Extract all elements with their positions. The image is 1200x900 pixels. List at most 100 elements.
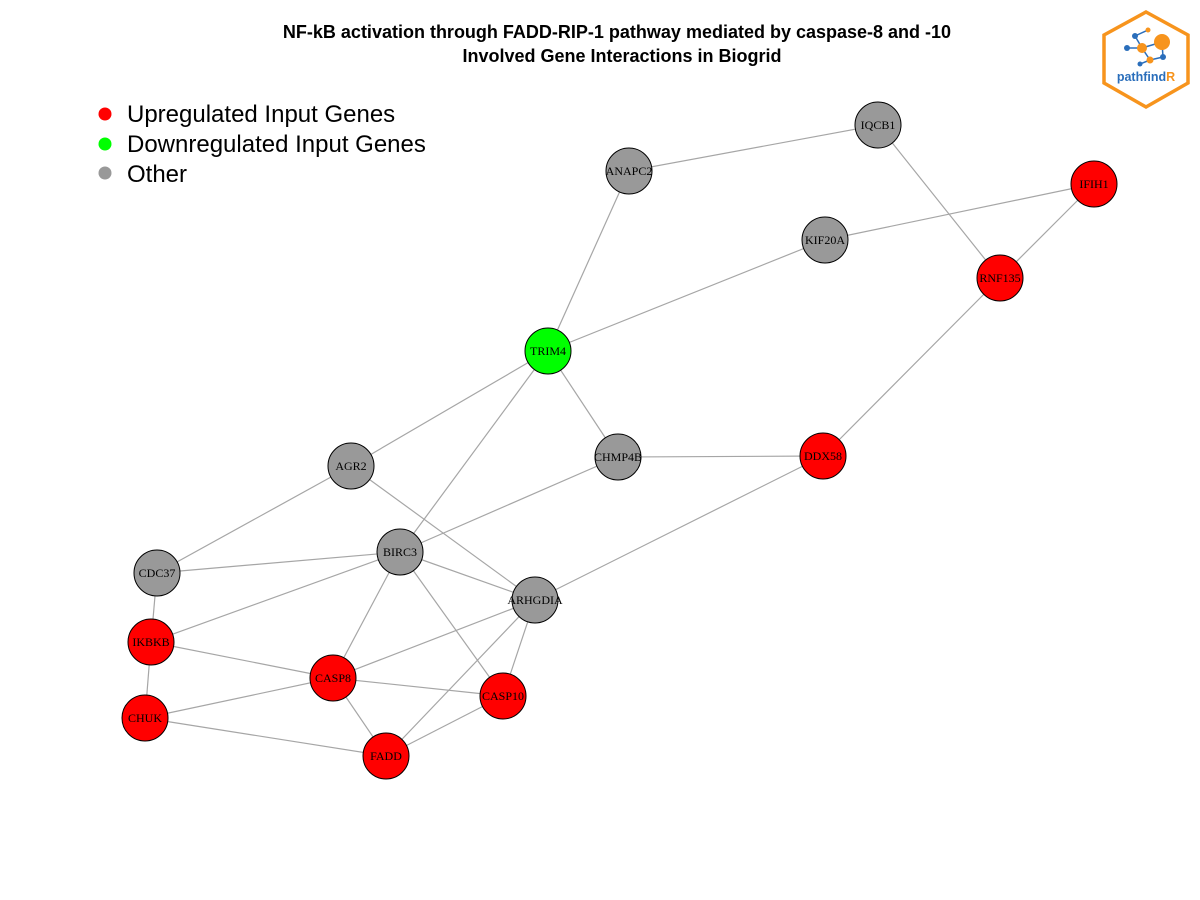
node-circle-trim4 xyxy=(524,327,572,375)
node-label-chmp4b: CHMP4B xyxy=(594,450,642,464)
node-ikbkb: IKBKB xyxy=(127,618,175,666)
edge-ddx58-arhgdia xyxy=(534,455,824,601)
node-label-casp8: CASP8 xyxy=(315,671,351,685)
node-circle-ikbkb xyxy=(127,618,175,666)
pathfindr-logo: pathfindR xyxy=(1102,10,1190,110)
node-casp8: CASP8 xyxy=(309,654,357,702)
node-circle-chmp4b xyxy=(594,433,642,481)
edge-trim4-agr2 xyxy=(350,350,549,467)
edge-chmp4b-birc3 xyxy=(399,456,619,553)
edge-kif20a-ifih1 xyxy=(824,183,1095,241)
node-circle-ifih1 xyxy=(1070,160,1118,208)
node-label-iqcb1: IQCB1 xyxy=(861,118,896,132)
edge-birc3-casp10 xyxy=(399,551,504,697)
node-rnf135: RNF135 xyxy=(976,254,1024,302)
node-trim4: TRIM4 xyxy=(524,327,572,375)
logo-wordmark-accent: R xyxy=(1166,70,1175,84)
logo-wordmark-main: pathfind xyxy=(1117,70,1166,84)
logo-node xyxy=(1145,27,1151,33)
node-label-anapc2: ANAPC2 xyxy=(606,164,653,178)
edge-casp8-casp10 xyxy=(332,677,504,697)
node-iqcb1: IQCB1 xyxy=(854,101,902,149)
edge-cdc37-birc3 xyxy=(156,551,401,574)
node-birc3: BIRC3 xyxy=(376,528,424,576)
node-circle-birc3 xyxy=(376,528,424,576)
legend-swatch-upregulated xyxy=(98,107,112,121)
node-label-ikbkb: IKBKB xyxy=(132,635,169,649)
node-chmp4b: CHMP4B xyxy=(594,433,642,481)
edge-casp8-chuk xyxy=(144,677,334,719)
edge-agr2-cdc37 xyxy=(156,465,352,574)
legend-item-upregulated: Upregulated Input Genes xyxy=(98,101,395,128)
node-label-chuk: CHUK xyxy=(128,711,162,725)
node-label-arhgdia: ARHGDIA xyxy=(507,593,563,607)
figure-title: NF-kB activation through FADD-RIP-1 path… xyxy=(283,22,951,66)
node-label-rnf135: RNF135 xyxy=(979,271,1020,285)
edge-agr2-arhgdia xyxy=(350,465,536,601)
logo-node xyxy=(1146,56,1154,64)
node-chuk: CHUK xyxy=(121,694,169,742)
node-circle-arhgdia xyxy=(511,576,559,624)
edge-birc3-casp8 xyxy=(332,551,401,679)
network-nodes: IQCB1 ANAPC2 IFIH1 KIF20A RNF135 TRIM4 CHMP4B D… xyxy=(121,101,1118,780)
logo-wordmark: pathfindR xyxy=(1117,70,1175,84)
legend-swatch-other xyxy=(98,166,112,180)
legend-item-other: Other xyxy=(98,161,187,188)
node-casp10: CASP10 xyxy=(479,672,527,720)
edge-arhgdia-fadd xyxy=(385,599,536,757)
node-circle-iqcb1 xyxy=(854,101,902,149)
legend-item-downregulated: Downregulated Input Genes xyxy=(98,131,426,158)
title-line-1: NF-kB activation through FADD-RIP-1 path… xyxy=(283,22,951,42)
edge-chmp4b-ddx58 xyxy=(617,455,824,458)
node-agr2: AGR2 xyxy=(327,442,375,490)
logo-node xyxy=(1137,61,1143,67)
logo-node xyxy=(1132,33,1138,39)
node-circle-fadd xyxy=(362,732,410,780)
node-cdc37: CDC37 xyxy=(133,549,181,597)
logo-hexagon xyxy=(1102,10,1190,110)
node-label-casp10: CASP10 xyxy=(482,689,524,703)
logo-node xyxy=(1124,45,1130,51)
logo-node xyxy=(1160,54,1166,60)
node-circle-casp8 xyxy=(309,654,357,702)
edge-birc3-arhgdia xyxy=(399,551,536,601)
node-circle-rnf135 xyxy=(976,254,1024,302)
edge-arhgdia-casp8 xyxy=(332,599,536,679)
node-fadd: FADD xyxy=(362,732,410,780)
logo-node xyxy=(1154,34,1170,50)
edge-birc3-ikbkb xyxy=(150,551,401,643)
logo-network-icon xyxy=(1124,27,1170,67)
node-arhgdia: ARHGDIA xyxy=(507,576,563,624)
node-label-birc3: BIRC3 xyxy=(383,545,417,559)
node-circle-cdc37 xyxy=(133,549,181,597)
legend-label-upregulated: Upregulated Input Genes xyxy=(127,101,395,128)
edge-trim4-birc3 xyxy=(399,350,549,553)
edge-chuk-fadd xyxy=(144,717,387,757)
node-label-cdc37: CDC37 xyxy=(139,566,176,580)
node-label-ddx58: DDX58 xyxy=(804,449,842,463)
node-label-fadd: FADD xyxy=(370,749,402,763)
legend-label-other: Other xyxy=(127,161,187,188)
node-label-kif20a: KIF20A xyxy=(805,233,845,247)
node-circle-casp10 xyxy=(479,672,527,720)
edge-rnf135-ddx58 xyxy=(822,277,1001,457)
node-circle-anapc2 xyxy=(605,147,653,195)
node-ddx58: DDX58 xyxy=(799,432,847,480)
edge-anapc2-iqcb1 xyxy=(628,124,879,172)
title-line-2: Involved Gene Interactions in Biogrid xyxy=(462,46,781,66)
node-ifih1: IFIH1 xyxy=(1070,160,1118,208)
edge-ikbkb-casp8 xyxy=(150,641,334,679)
legend: Upregulated Input Genes Downregulated In… xyxy=(98,101,426,188)
logo-node xyxy=(1137,43,1147,53)
node-circle-agr2 xyxy=(327,442,375,490)
node-circle-chuk xyxy=(121,694,169,742)
node-circle-kif20a xyxy=(801,216,849,264)
node-label-ifih1: IFIH1 xyxy=(1079,177,1108,191)
edge-iqcb1-rnf135 xyxy=(877,124,1001,279)
node-circle-ddx58 xyxy=(799,432,847,480)
node-label-agr2: AGR2 xyxy=(335,459,366,473)
node-anapc2: ANAPC2 xyxy=(605,147,653,195)
legend-label-downregulated: Downregulated Input Genes xyxy=(127,131,426,158)
legend-swatch-downregulated xyxy=(98,137,112,151)
